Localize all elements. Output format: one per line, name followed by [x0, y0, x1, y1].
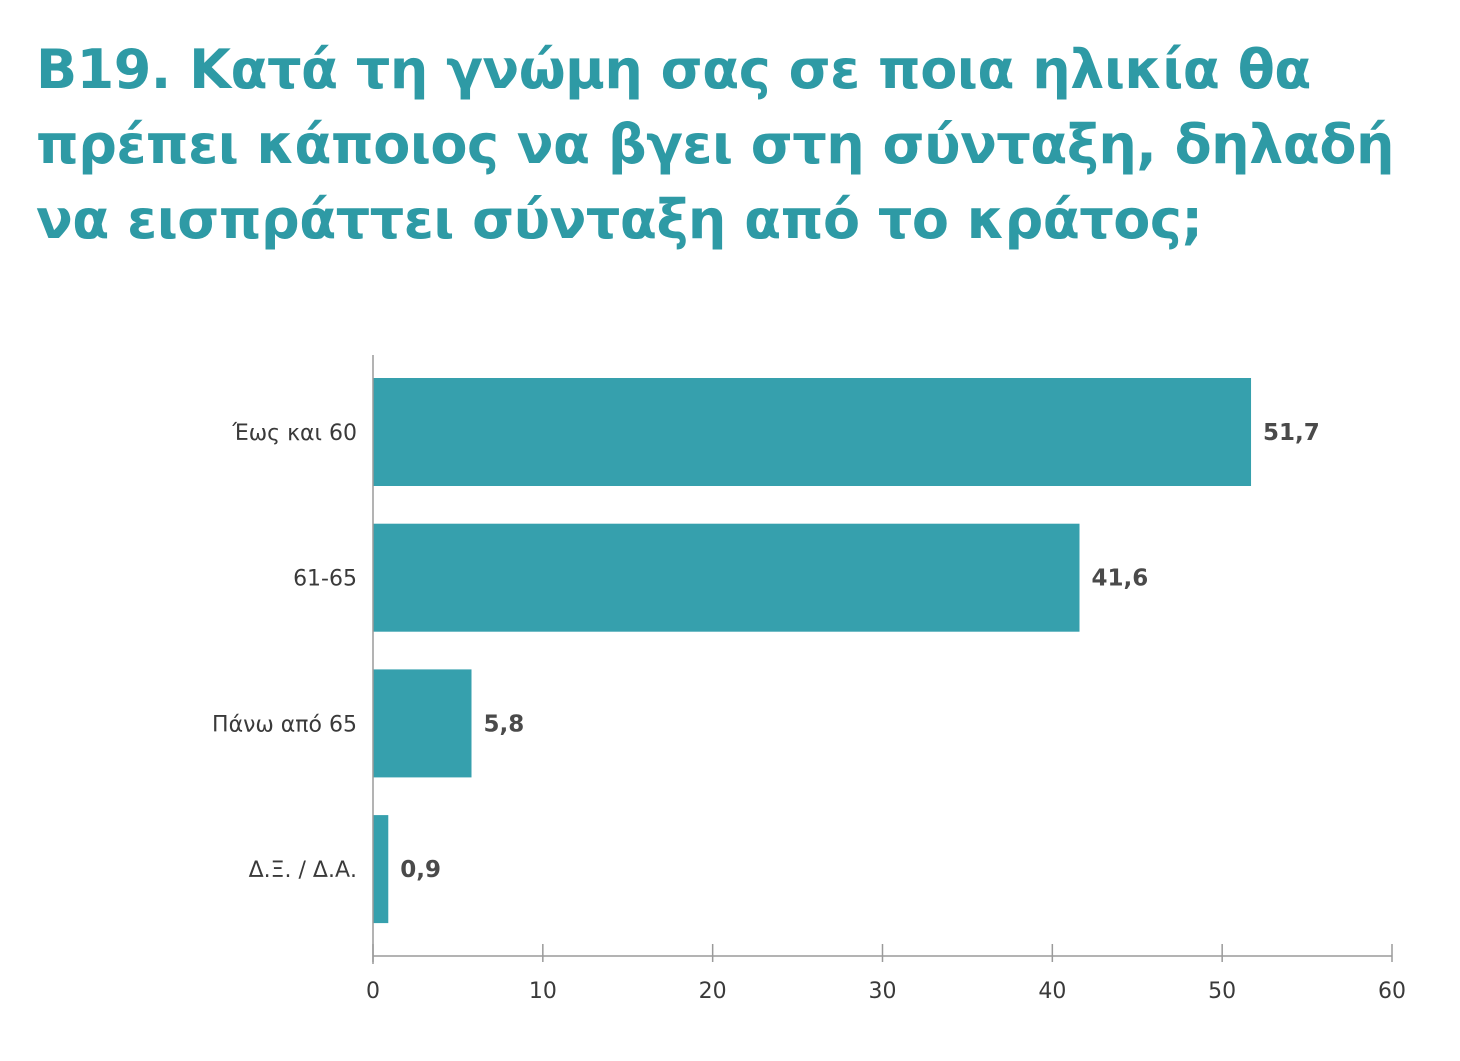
chart-title-line-1: B19. Κατά τη γνώμη σας σε ποια ηλικία θα	[36, 38, 1311, 101]
chart-title: B19. Κατά τη γνώμη σας σε ποια ηλικία θα…	[36, 32, 1426, 257]
category-label: Δ.Ξ. / Δ.Α.	[249, 858, 357, 883]
category-label: 61-65	[293, 567, 357, 592]
bar	[373, 378, 1252, 486]
category-label: Πάνω από 65	[212, 712, 357, 737]
value-label: 0,9	[400, 857, 441, 883]
x-tick-label: 10	[529, 979, 557, 1004]
category-label: Έως και 60	[231, 421, 357, 446]
chart-title-line-3: να εισπράττει σύνταξη από το κράτος;	[36, 188, 1203, 251]
x-tick-label: 20	[699, 979, 727, 1004]
bar	[373, 523, 1080, 632]
value-label: 5,8	[484, 711, 525, 737]
value-label: 41,6	[1092, 566, 1149, 592]
chart-title-line-2: πρέπει κάποιος να βγει στη σύνταξη, δηλα…	[36, 113, 1394, 176]
value-label: 51,7	[1263, 420, 1320, 446]
x-tick-label: 0	[366, 979, 380, 1004]
bars-layer: Έως και 60 51,7 61-65 41,6 Πάνω από 65 5,8 Δ.Ξ…	[212, 378, 1320, 924]
x-tick-label: 60	[1378, 979, 1406, 1004]
x-tick-label: 40	[1038, 979, 1066, 1004]
bar	[373, 815, 389, 924]
axis-layer: 0 10 20 30 40 50 60	[366, 355, 1406, 1004]
x-tick-label: 50	[1208, 979, 1236, 1004]
x-tick-label: 30	[869, 979, 897, 1004]
bar	[373, 669, 472, 778]
